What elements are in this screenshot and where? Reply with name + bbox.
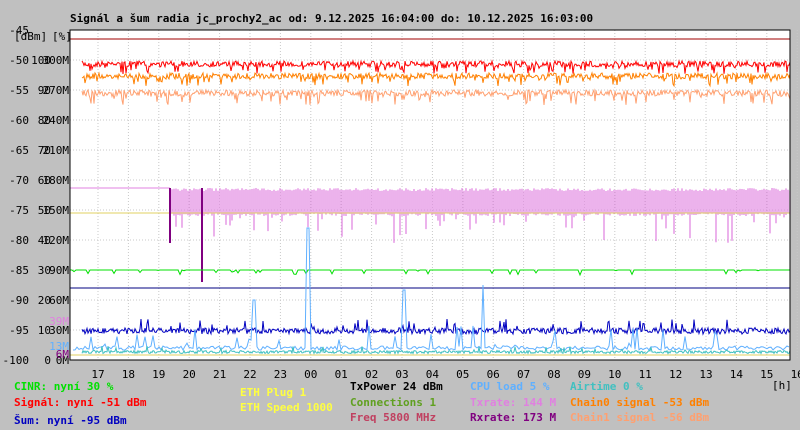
x-tick-label: 06 [487,368,500,381]
x-tick-label: 00 [304,368,317,381]
x-tick-label: 23 [274,368,287,381]
legend-txpower: TxPower 24 dBm [350,380,443,393]
y-tick-dbm: -75 [9,204,29,217]
x-tick-label: 10 [608,368,621,381]
y-tick-pct: 90 [38,84,51,97]
series-cinr [70,269,790,277]
series-airtime [81,345,791,356]
y-axis-unit-pct: [%] [52,30,72,43]
y-tick-pct: 70 [38,144,51,157]
legend-rxrate: Rxrate: 173 M [470,411,557,424]
y-tick-extra: 6M [56,348,70,361]
y-tick-extra: 13M [49,340,69,353]
x-tick-label: 09 [578,368,591,381]
y-tick-rate: 240M [43,114,70,127]
legend-sum: Šum: nyní -95 dBm [14,414,127,427]
y-tick-rate: 60M [49,294,69,307]
x-tick-label: 20 [183,368,196,381]
y-tick-pct: 60 [38,174,51,187]
y-tick-rate: 30M [49,324,69,337]
x-tick-label: 11 [639,368,652,381]
x-tick-label: 19 [152,368,165,381]
y-tick-rate: 120M [43,234,70,247]
y-tick-dbm: -65 [9,144,29,157]
x-tick-label: 18 [122,368,135,381]
x-tick-label: 03 [395,368,408,381]
legend-cinr: CINR: nyní 30 % [14,380,114,393]
y-tick-pct: 100 [31,54,51,67]
chart-title: Signál a šum radia jc_prochy2_ac od: 9.1… [70,12,593,25]
series-noise [81,318,791,336]
y-tick-rate: 0M [56,354,70,367]
y-tick-pct: 0 [44,354,51,367]
x-tick-label: 21 [213,368,226,381]
x-tick-label: 22 [243,368,256,381]
y-tick-dbm: -80 [9,234,29,247]
y-axis-unit-dbm: [dBm] [14,30,47,43]
x-tick-label: 02 [365,368,378,381]
series-cpu [72,227,790,352]
x-tick-label: 01 [335,368,348,381]
y-tick-dbm: -55 [9,84,29,97]
legend-connections: Connections 1 [350,396,437,409]
y-tick-pct: 50 [38,204,51,217]
y-tick-dbm: -70 [9,174,29,187]
series-chain0 [81,71,791,88]
y-tick-pct: 80 [38,114,51,127]
y-tick-rate: 210M [43,144,70,157]
x-axis-unit: [h] [772,379,792,392]
legend-cpu: CPU load 5 % [470,380,550,393]
x-tick-label: 05 [456,368,469,381]
y-tick-dbm: -100 [3,354,30,367]
x-tick-label: 12 [669,368,682,381]
x-tick-label: 13 [699,368,712,381]
y-tick-extra: 39M [49,315,69,328]
series-chain1 [81,88,791,106]
legend-signal: Signál: nyní -51 dBm [14,396,147,409]
x-tick-label: 16 [791,368,800,381]
y-tick-rate: 90M [49,264,69,277]
y-tick-dbm: -95 [9,324,29,337]
legend-chain1: Chain1 signal -56 dBm [570,411,710,424]
legend-eth-speed: ETH Speed 1000 [240,401,333,414]
legend-freq: Freq 5800 MHz [350,411,437,424]
x-tick-label: 04 [426,368,440,381]
x-tick-label: 07 [517,368,530,381]
x-tick-label: 17 [91,368,104,381]
y-tick-rate: 300M [43,54,70,67]
series-signal [81,59,791,75]
x-tick-label: 08 [547,368,560,381]
y-tick-pct: 40 [38,234,51,247]
legend-airtime: Airtime 0 % [570,380,643,393]
y-tick-rate: 150M [43,204,70,217]
y-tick-pct: 10 [38,324,51,337]
y-tick-pct: 20 [38,294,51,307]
y-tick-dbm: -50 [9,54,29,67]
x-tick-label: 15 [760,368,773,381]
y-tick-rate: 270M [43,84,70,97]
y-tick-dbm: -90 [9,294,29,307]
plot-border [69,29,791,361]
traces [70,38,791,356]
legend-txrate: Txrate: 144 M [470,396,557,409]
x-tick-label: 14 [730,368,744,381]
y-tick-pct: 30 [38,264,51,277]
legend-chain0: Chain0 signal -53 dBm [570,396,710,409]
y-tick-dbm: -45 [9,24,29,37]
y-tick-dbm: -85 [9,264,29,277]
y-tick-rate: 180M [43,174,70,187]
y-tick-dbm: -60 [9,114,29,127]
legend-eth-plug: ETH Plug 1 [240,386,307,399]
